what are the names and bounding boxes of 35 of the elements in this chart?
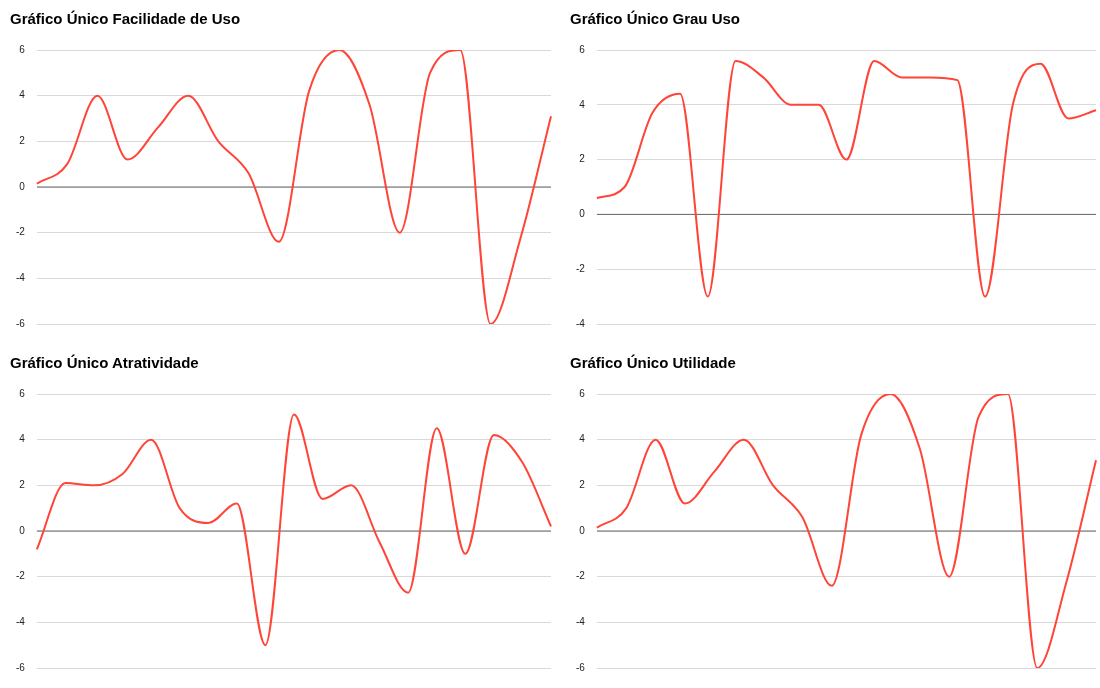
y-tick-label: -6 (15, 661, 26, 673)
y-tick-label: -6 (575, 661, 586, 673)
y-tick-label: 2 (19, 479, 26, 491)
y-tick-label: 2 (19, 135, 26, 147)
y-tick-label: 6 (19, 43, 26, 55)
y-tick-label: -6 (15, 317, 26, 329)
y-tick-label: -4 (575, 616, 586, 628)
y-tick-label: 0 (579, 524, 586, 536)
line-series (595, 59, 1097, 298)
y-tick-label: 6 (579, 387, 586, 399)
chart-title: Gráfico Único Grau Uso (569, 9, 742, 29)
y-tick-label: 0 (19, 524, 26, 536)
y-tick-label: 6 (19, 387, 26, 399)
y-tick-label: -2 (575, 262, 586, 274)
y-tick-label: 6 (579, 43, 586, 55)
y-tick-label: -4 (575, 317, 586, 329)
line-series (35, 50, 552, 324)
y-tick-label: 2 (579, 479, 586, 491)
chart-title: Gráfico Único Utilidade (569, 353, 737, 373)
chart-title: Gráfico Único Atratividade (9, 353, 200, 373)
line-series (595, 394, 1097, 668)
y-tick-label: 0 (19, 180, 26, 192)
y-tick-label: 2 (579, 153, 586, 165)
y-tick-label: -2 (15, 226, 26, 238)
y-tick-label: 4 (19, 433, 26, 445)
y-tick-label: 4 (579, 433, 586, 445)
y-tick-label: -2 (575, 570, 586, 582)
y-tick-label: -4 (15, 616, 26, 628)
line-series (35, 413, 552, 647)
y-tick-label: -2 (15, 570, 26, 582)
y-tick-label: 4 (19, 89, 26, 101)
y-tick-label: -4 (15, 272, 26, 284)
y-tick-label: 0 (579, 208, 586, 220)
chart-title: Gráfico Único Facilidade de Uso (9, 9, 242, 29)
y-tick-label: 4 (579, 98, 586, 110)
